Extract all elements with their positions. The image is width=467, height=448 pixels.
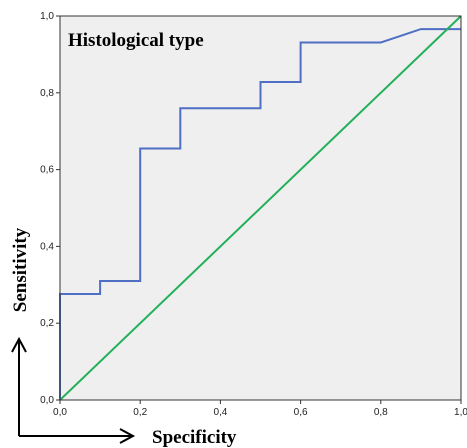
y-tick-label: 1,0 xyxy=(40,11,54,22)
x-axis-label: Specificity xyxy=(152,427,237,448)
x-tick-label: 0,0 xyxy=(53,407,67,418)
y-tick-label: 0,8 xyxy=(40,88,54,99)
y-axis-label: Sensitivity xyxy=(10,227,31,312)
reference-diagonal-line xyxy=(59,15,462,401)
y-tick-label: 0,2 xyxy=(40,318,54,329)
ticks-layer: 0,0 0,2 0,4 0,6 0,8 1,0 0,0 0,2 0,4 0,6 0,8 1,0 xyxy=(40,11,467,418)
y-tick-label: 0,6 xyxy=(40,165,54,176)
x-tick-label: 0,2 xyxy=(133,407,147,418)
x-axis-arrow-icon xyxy=(119,428,136,444)
x-tick-label: 1,0 xyxy=(454,407,467,418)
x-tick-label: 0,6 xyxy=(294,407,308,418)
x-tick-label: 0,4 xyxy=(213,407,227,418)
roc-curve-line xyxy=(59,28,461,400)
plot-frame xyxy=(59,15,462,401)
series-layer xyxy=(59,15,462,401)
y-tick-label: 0,0 xyxy=(40,395,54,406)
y-tick-label: 0,4 xyxy=(40,241,54,252)
x-tick-label: 0,8 xyxy=(374,407,388,418)
chart-title: Histological type xyxy=(68,30,204,51)
y-axis-arrow-icon xyxy=(11,336,132,437)
